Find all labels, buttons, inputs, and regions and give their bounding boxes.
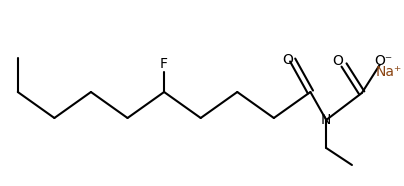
Text: O: O [282,53,293,67]
Text: Na⁺: Na⁺ [375,65,402,79]
Text: F: F [160,57,168,71]
Text: N: N [321,113,331,127]
Text: O: O [332,54,343,68]
Text: O⁻: O⁻ [375,54,393,68]
